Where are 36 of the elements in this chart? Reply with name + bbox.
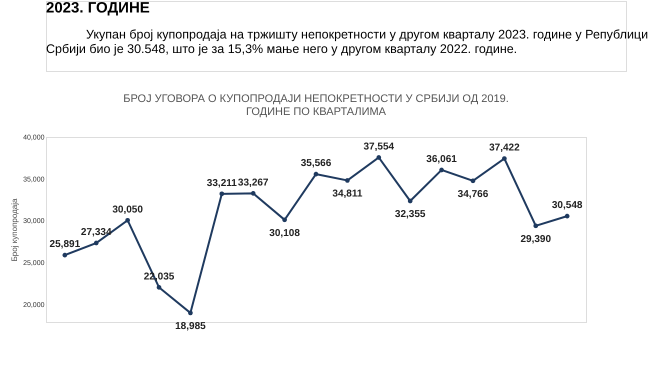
data-label: 35,566 bbox=[300, 158, 332, 170]
point bbox=[282, 217, 287, 222]
y-axis-title: Број купопродаја bbox=[10, 198, 20, 262]
point bbox=[62, 252, 68, 258]
point bbox=[188, 310, 193, 316]
point bbox=[125, 218, 130, 223]
point bbox=[94, 240, 99, 246]
point bbox=[314, 172, 318, 176]
data-label: 36,061 bbox=[426, 154, 458, 165]
point bbox=[219, 191, 224, 196]
point bbox=[345, 178, 350, 183]
data-label: 30,050 bbox=[112, 204, 144, 216]
data-label: 30,108 bbox=[269, 228, 300, 239]
text: 2023. ГОДИНЕ bbox=[46, 0, 150, 17]
text: Укупан број купопродаја на тржишту непокретности у другом кварталу 2023. године у Републици Србији био је 30.548, што је за 15,3% мање него у другом кварталу 2022. године. bbox=[46, 28, 648, 56]
data-label: 33,211 bbox=[206, 178, 238, 189]
data-label: 37,554 bbox=[363, 141, 395, 152]
point bbox=[502, 156, 507, 161]
chart-title: БРОЈ УГОВОРА О КУПОПРОДАЈИ НЕПОКРЕТНОСТИ У СРБИЈИ ОД 2019. ГОДИНЕ ПО КВАРТАЛИМА bbox=[123, 93, 509, 118]
data-label: 25,891 bbox=[50, 239, 81, 250]
data-label: 18,985 bbox=[175, 320, 206, 332]
point bbox=[470, 178, 476, 184]
point bbox=[250, 191, 256, 196]
point bbox=[564, 214, 570, 218]
data-label: 32,355 bbox=[394, 208, 426, 220]
data-label: 29,390 bbox=[520, 234, 552, 245]
data-label: 30,548 bbox=[552, 200, 583, 212]
data-label: 34,766 bbox=[458, 188, 489, 200]
point bbox=[376, 155, 382, 160]
data-label: 33,267 bbox=[238, 177, 269, 188]
point bbox=[408, 198, 413, 204]
data-label: 37,422 bbox=[489, 142, 520, 154]
point bbox=[439, 168, 444, 172]
point bbox=[156, 285, 162, 290]
point bbox=[533, 223, 538, 228]
data-label: 34,811 bbox=[332, 188, 363, 200]
